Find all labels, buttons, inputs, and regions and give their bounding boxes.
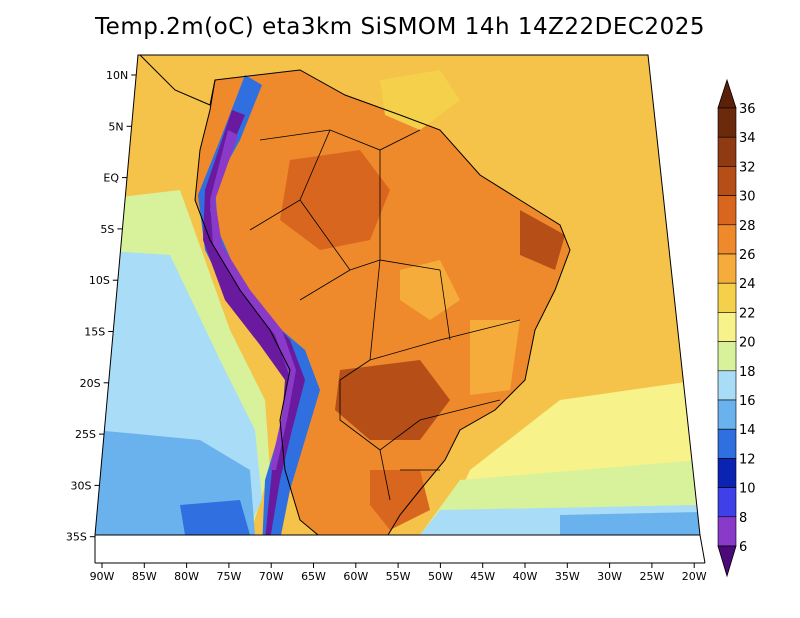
colorbar-label: 32 xyxy=(739,160,756,175)
lon-tick-label: 25W xyxy=(639,570,664,583)
map-field xyxy=(95,55,700,535)
uruguay-hot-region xyxy=(370,470,430,530)
lon-tick-label: 75W xyxy=(216,570,241,583)
lon-tick-label: 60W xyxy=(343,570,368,583)
colorbar-segment xyxy=(717,166,737,196)
lat-tick-label: 15S xyxy=(84,326,105,339)
lon-tick-label: 80W xyxy=(174,570,199,583)
colorbar-label: 12 xyxy=(739,452,756,467)
colorbar-segment xyxy=(717,399,737,430)
colorbar-segment xyxy=(717,458,737,488)
colorbar-label: 24 xyxy=(739,277,756,292)
lat-tick-label: 20S xyxy=(80,377,101,390)
colorbar-label: 36 xyxy=(739,102,756,117)
latitude-axis: 10N 5N EQ 5S 10S 15S 20S 25S 30S 35S xyxy=(66,69,137,544)
colorbar-label: 22 xyxy=(739,306,756,321)
colorbar-segment xyxy=(717,487,737,518)
andes-high-peaks xyxy=(210,130,296,470)
colorbar-segment xyxy=(717,282,737,313)
colorbar-segment xyxy=(717,136,737,167)
colorbar-segment xyxy=(717,428,737,459)
amazon-hot-region xyxy=(280,150,390,250)
colorbar-segment xyxy=(717,253,737,284)
map-title: Temp.2m(oC) eta3km SiSMOM 14h 14Z22DEC20… xyxy=(95,14,705,40)
colorbar-label: 6 xyxy=(739,540,747,555)
lon-tick-label: 70W xyxy=(259,570,284,583)
colorbar-label: 8 xyxy=(739,511,747,526)
lat-tick-label: 5S xyxy=(100,223,114,236)
lon-tick-label: 45W xyxy=(470,570,495,583)
coastline xyxy=(194,69,571,535)
pacific-cold-patch xyxy=(180,500,250,535)
longitude-axis: 90W 85W 80W 75W 70W 65W 60W 55W 50W 45W 40W 35W 30W 2… xyxy=(90,563,707,583)
lon-tick-label: 30W xyxy=(597,570,622,583)
colorbar-label: 18 xyxy=(739,365,756,380)
colorbar-segment xyxy=(717,107,737,138)
colorbar-segment xyxy=(717,195,737,226)
colorbar-label: 16 xyxy=(739,394,756,409)
colorbar-label: 30 xyxy=(739,190,756,205)
colorbar-label: 26 xyxy=(739,248,756,263)
lat-tick-label: 10S xyxy=(89,274,110,287)
northeast-hot-region xyxy=(520,210,565,270)
colorbar-bottom-arrow xyxy=(717,545,737,578)
lat-tick-label: 25S xyxy=(75,428,96,441)
colorbar: 36 34 32 30 28 26 24 22 20 18 16 14 12 10 8 6 xyxy=(717,78,756,578)
colorbar-label: 20 xyxy=(739,336,756,351)
lon-tick-label: 50W xyxy=(428,570,453,583)
east-warm-region xyxy=(470,320,520,395)
colorbar-segment xyxy=(717,516,737,547)
country-state-borders xyxy=(249,129,521,501)
central-america-coastline xyxy=(139,55,216,106)
lon-tick-label: 65W xyxy=(301,570,326,583)
colorbar-label: 14 xyxy=(739,423,756,438)
lat-tick-label: 35S xyxy=(66,531,87,544)
lat-tick-label: 30S xyxy=(70,479,91,492)
colorbar-top-arrow xyxy=(717,78,737,109)
colorbar-segment xyxy=(717,312,737,342)
lon-tick-label: 20W xyxy=(682,570,707,583)
colorbar-segment xyxy=(717,341,737,372)
lon-tick-label: 35W xyxy=(555,570,580,583)
colorbar-segment xyxy=(717,224,737,255)
lon-tick-label: 40W xyxy=(513,570,538,583)
atlantic-dark-band xyxy=(560,512,700,535)
lat-tick-label: EQ xyxy=(103,172,119,185)
lon-tick-label: 90W xyxy=(90,570,115,583)
lat-tick-label: 5N xyxy=(108,120,123,133)
colorbar-label: 10 xyxy=(739,482,756,497)
lon-tick-label: 55W xyxy=(386,570,411,583)
colorbar-label: 34 xyxy=(739,131,756,146)
colorbar-label: 28 xyxy=(739,219,756,234)
colorbar-segment xyxy=(717,370,737,401)
lon-tick-label: 85W xyxy=(132,570,157,583)
lat-tick-label: 10N xyxy=(106,69,128,82)
